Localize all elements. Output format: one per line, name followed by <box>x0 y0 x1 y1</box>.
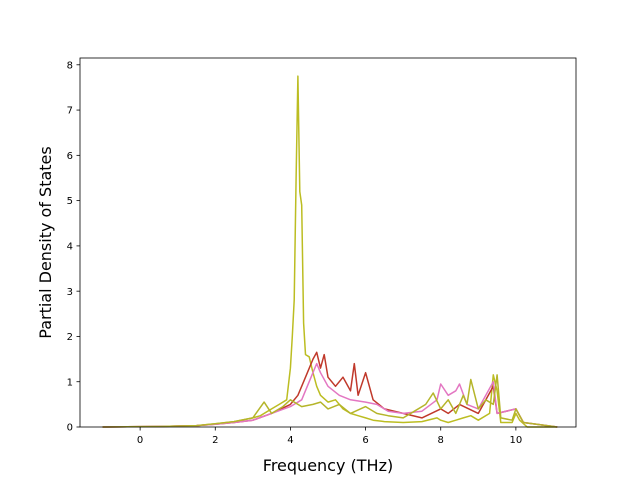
y-tick-label: 7 <box>67 106 73 117</box>
x-tick-label: 2 <box>212 435 218 446</box>
x-tick-label: 10 <box>510 435 523 446</box>
x-tick-label: 8 <box>438 435 444 446</box>
x-tick-label: 4 <box>287 435 293 446</box>
x-tick-label: 0 <box>137 435 143 446</box>
y-tick-label: 5 <box>67 196 73 207</box>
y-tick-label: 0 <box>67 423 73 434</box>
series-line-3 <box>102 362 558 428</box>
plot-frame <box>79 57 577 428</box>
y-axis-label: Partial Density of States <box>36 146 55 338</box>
y-tick-label: 2 <box>67 332 73 343</box>
y-axis-ticks: 0 1 2 3 4 5 6 7 8 <box>67 60 80 434</box>
series-line-4 <box>102 374 558 428</box>
x-axis-ticks: 0 2 4 6 8 10 <box>137 427 522 446</box>
y-tick-label: 6 <box>67 151 73 162</box>
series-line-1 <box>102 75 558 428</box>
series-layer <box>102 75 558 428</box>
x-tick-label: 6 <box>362 435 368 446</box>
y-tick-label: 3 <box>67 287 73 298</box>
y-tick-label: 4 <box>67 241 73 252</box>
y-tick-label: 8 <box>67 60 73 71</box>
x-axis-label: Frequency (THz) <box>263 456 393 475</box>
y-tick-label: 1 <box>67 377 73 388</box>
